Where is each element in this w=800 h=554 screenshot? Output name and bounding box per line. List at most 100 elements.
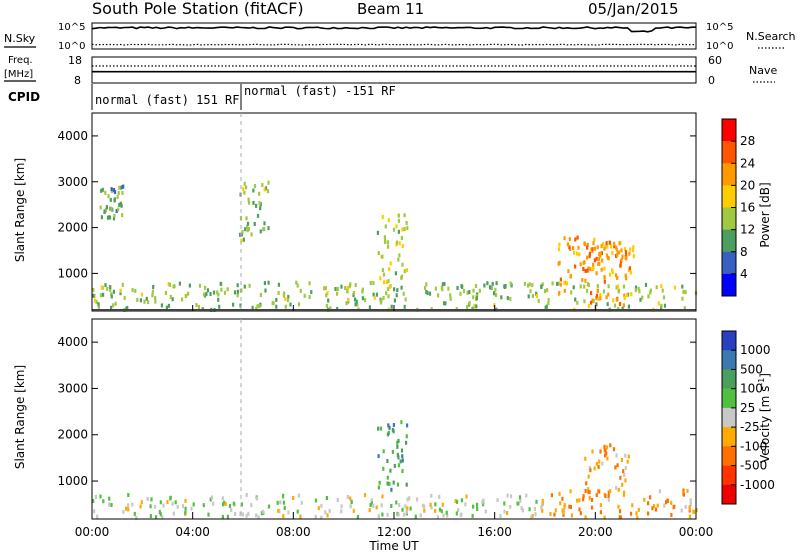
heatmap-cell bbox=[558, 491, 561, 496]
heatmap-cell bbox=[608, 272, 612, 277]
heatmap-cell bbox=[369, 281, 372, 285]
heatmap-cell bbox=[259, 293, 262, 297]
heatmap-cell bbox=[615, 297, 618, 302]
heatmap-cell bbox=[396, 440, 399, 445]
heatmap-cell bbox=[563, 508, 566, 513]
heatmap-cell bbox=[252, 200, 255, 205]
heatmap-cell bbox=[257, 515, 260, 520]
heatmap-cell bbox=[377, 485, 380, 490]
heatmap-cell bbox=[430, 493, 433, 498]
nave-label: Nave bbox=[749, 64, 777, 77]
heatmap-cell bbox=[107, 194, 110, 199]
heatmap-cell bbox=[680, 508, 683, 513]
heatmap-cell bbox=[621, 254, 624, 259]
heatmap-cell bbox=[617, 288, 621, 293]
heatmap-cell bbox=[404, 297, 407, 302]
heatmap-cell bbox=[562, 510, 565, 515]
heatmap-cell bbox=[519, 498, 522, 503]
heatmap-cell bbox=[389, 468, 392, 473]
heatmap-cell bbox=[506, 296, 509, 301]
heatmap-cell bbox=[609, 489, 612, 494]
heatmap-cell bbox=[491, 281, 494, 286]
heatmap-cell bbox=[263, 187, 266, 192]
heatmap-cell bbox=[437, 293, 440, 298]
heatmap-cell bbox=[350, 500, 353, 505]
heatmap-cell bbox=[346, 285, 349, 290]
heatmap-cell bbox=[543, 289, 547, 294]
freq-label: Freq. bbox=[8, 55, 33, 66]
velocity-colorbar-swatch bbox=[722, 407, 736, 428]
heatmap-cell bbox=[336, 286, 339, 291]
heatmap-cell bbox=[123, 295, 126, 300]
heatmap-cell bbox=[110, 305, 113, 310]
heatmap-cell bbox=[377, 251, 380, 256]
heatmap-cell bbox=[102, 292, 105, 297]
heatmap-cell bbox=[465, 494, 468, 499]
heatmap-cell bbox=[596, 284, 599, 289]
velocity-colorbar-tick-label: 500 bbox=[740, 362, 763, 376]
heatmap-cell bbox=[593, 258, 596, 263]
heatmap-cell bbox=[255, 513, 258, 518]
heatmap-cell bbox=[596, 289, 599, 293]
heatmap-cell bbox=[382, 449, 385, 454]
heatmap-cell bbox=[583, 284, 586, 289]
heatmap-cell bbox=[556, 281, 559, 286]
heatmap-cell bbox=[634, 285, 638, 290]
power-colorbar-swatch bbox=[722, 273, 736, 297]
velocity-unit-superscript: -1 bbox=[757, 378, 766, 386]
heatmap-cell bbox=[622, 469, 625, 474]
heatmap-cell bbox=[93, 509, 96, 514]
heatmap-cell bbox=[121, 185, 124, 189]
heatmap-cell bbox=[616, 252, 619, 257]
velocity-colorbar-tick-label: -1000 bbox=[740, 478, 775, 492]
heatmap-cell bbox=[314, 498, 317, 503]
heatmap-cell bbox=[406, 506, 409, 511]
heatmap-cell bbox=[503, 284, 506, 289]
heatmap-cell bbox=[364, 298, 367, 303]
heatmap-cell bbox=[459, 291, 462, 296]
heatmap-cell bbox=[347, 297, 350, 302]
heatmap-cell bbox=[110, 294, 113, 299]
heatmap-cell bbox=[259, 206, 262, 211]
heatmap-cell bbox=[212, 501, 215, 506]
heatmap-cell bbox=[614, 465, 617, 470]
heatmap-cell bbox=[586, 245, 589, 250]
heatmap-cell bbox=[567, 269, 570, 274]
heatmap-cell bbox=[349, 282, 352, 287]
heatmap-cell bbox=[209, 497, 212, 502]
heatmap-cell bbox=[688, 514, 691, 519]
heatmap-cell bbox=[395, 224, 398, 229]
heatmap-cell bbox=[395, 293, 398, 298]
heatmap-cell bbox=[392, 423, 395, 427]
heatmap-cell bbox=[243, 284, 246, 289]
heatmap-cell bbox=[93, 298, 97, 303]
heatmap-cell bbox=[401, 507, 404, 512]
heatmap-cell bbox=[442, 513, 445, 518]
heatmap-cell bbox=[397, 218, 400, 223]
heatmap-cell bbox=[523, 281, 526, 286]
heatmap-cell bbox=[345, 301, 348, 306]
heatmap-cell bbox=[336, 291, 339, 296]
heatmap-cell bbox=[581, 278, 584, 283]
heatmap-cell bbox=[401, 227, 404, 232]
heatmap-cell bbox=[636, 515, 639, 520]
heatmap-cell bbox=[400, 285, 403, 290]
heatmap-cell bbox=[393, 298, 396, 303]
heatmap-cell bbox=[606, 244, 609, 249]
heatmap-cell bbox=[583, 260, 586, 265]
heatmap-cell bbox=[396, 288, 399, 293]
heatmap-cell bbox=[97, 304, 100, 309]
heatmap-cell bbox=[454, 499, 457, 504]
heatmap-cell bbox=[426, 291, 429, 295]
heatmap-cell bbox=[149, 504, 152, 509]
heatmap-cell bbox=[149, 514, 152, 519]
xtick-label: 16:00 bbox=[477, 525, 512, 539]
heatmap-cell bbox=[401, 244, 404, 249]
heatmap-cell bbox=[576, 300, 579, 305]
heatmap-cell bbox=[576, 235, 579, 240]
heatmap-cell bbox=[276, 500, 279, 505]
heatmap-cell bbox=[139, 298, 142, 303]
heatmap-cell bbox=[221, 496, 224, 501]
nsky-label: N.Sky bbox=[4, 32, 36, 45]
heatmap-cell bbox=[168, 282, 171, 287]
